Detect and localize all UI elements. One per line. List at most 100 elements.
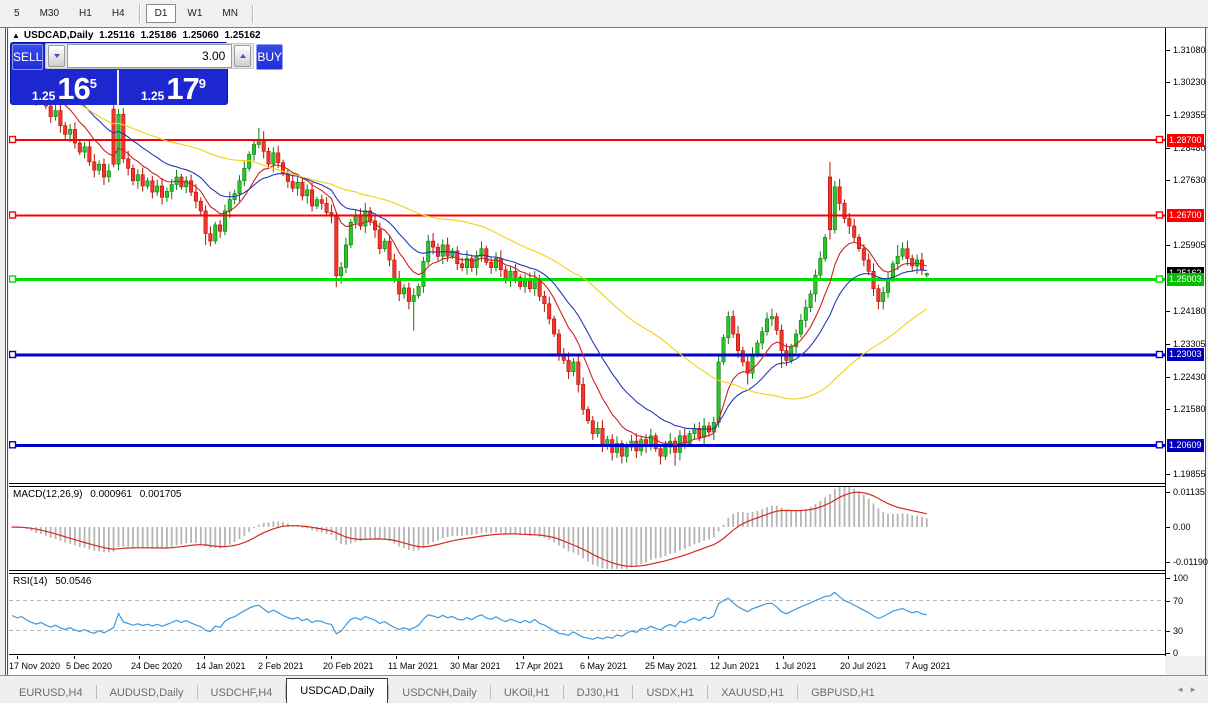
line-handle[interactable]	[9, 211, 17, 219]
timeframe-button-m30[interactable]: M30	[39, 8, 60, 19]
macd-histogram-bar	[403, 527, 405, 548]
macd-histogram-bar	[504, 527, 507, 534]
date-axis-label: 17 Apr 2021	[515, 661, 564, 671]
line-handle[interactable]	[1155, 275, 1164, 283]
candle-body	[518, 277, 523, 287]
tab-scroll-left-icon[interactable]: ◄	[1176, 685, 1190, 694]
line-handle[interactable]	[1155, 135, 1164, 144]
candle-body	[614, 443, 619, 453]
pane-separator[interactable]	[9, 486, 1165, 487]
macd-histogram-bar	[921, 516, 923, 527]
candle-body	[160, 185, 165, 198]
macd-histogram-bar	[103, 527, 105, 553]
tab-usdcnh-daily[interactable]: USDCNH,Daily	[402, 686, 477, 699]
macd-histogram-bar	[253, 527, 255, 528]
tab-usdx-h1[interactable]: USDX,H1	[646, 686, 695, 699]
buy-button[interactable]: BUY	[256, 44, 284, 70]
tab-xauusd-h1[interactable]: XAUUSD,H1	[721, 686, 785, 699]
macd-histogram-bar	[228, 527, 231, 545]
candle-body	[102, 163, 107, 178]
macd-histogram-bar	[214, 527, 217, 549]
sell-price-display[interactable]: 1.25 16 5	[12, 70, 119, 105]
macd-histogram-bar	[185, 527, 188, 544]
macd-histogram-bar	[708, 527, 710, 540]
candle-body	[910, 258, 915, 267]
horizontal-level-line[interactable]	[9, 278, 1165, 281]
timeframe-button-d1[interactable]: D1	[145, 4, 177, 23]
line-handle[interactable]	[9, 350, 17, 359]
line-handle[interactable]	[1155, 350, 1164, 359]
volume-decrease-button[interactable]	[48, 45, 66, 67]
macd-histogram-bar	[741, 511, 744, 527]
candle-body	[503, 269, 508, 280]
candle-body	[469, 258, 474, 268]
price-badge: 1.26700	[1167, 208, 1204, 222]
candle-body	[314, 199, 319, 207]
line-handle[interactable]	[9, 275, 17, 283]
chart-bottom-border	[9, 654, 1165, 655]
tab-usdchf-h4[interactable]: USDCHF,H4	[210, 686, 273, 699]
candle-body	[489, 262, 494, 268]
horizontal-level-line[interactable]	[9, 443, 1165, 447]
tab-separator	[285, 685, 287, 699]
horizontal-level-line[interactable]	[9, 353, 1165, 357]
tab-eurusd-h4[interactable]: EURUSD,H4	[19, 686, 83, 699]
macd-histogram-bar	[267, 522, 270, 527]
candle-body	[847, 218, 852, 227]
date-axis[interactable]: 17 Nov 2020 5 Dec 2020 24 Dec 2020 14 Jan 2…	[9, 656, 1165, 675]
pane-separator[interactable]	[9, 483, 1165, 484]
tab-usdcad-daily[interactable]: USDCAD,Daily	[286, 678, 389, 703]
ohlc-low: 1.25060	[182, 30, 219, 41]
line-handle[interactable]	[9, 441, 17, 449]
timeframe-button-h1[interactable]: H1	[79, 8, 92, 19]
tab-scroll-right-icon[interactable]: ►	[1189, 685, 1202, 694]
sell-button[interactable]: SELL	[12, 44, 44, 70]
macd-histogram-bar	[916, 515, 918, 527]
line-handle[interactable]	[9, 135, 17, 144]
macd-histogram-bar	[480, 527, 483, 533]
timeframe-button-mn[interactable]: MN	[222, 8, 238, 19]
ohlc-open: 1.25116	[99, 30, 135, 41]
buy-price-display[interactable]: 1.25 17 9	[121, 70, 226, 105]
macd-histogram-bar	[441, 527, 444, 539]
tab-scroll-arrows[interactable]: ◄►	[1176, 685, 1202, 694]
macd-axis-tick	[1166, 527, 1170, 528]
timeframe-button-5[interactable]: 5	[14, 8, 20, 19]
macd-histogram-bar	[766, 507, 768, 527]
macd-histogram-bar	[243, 527, 246, 536]
tab-dj30-h1[interactable]: DJ30,H1	[576, 686, 620, 699]
volume-control	[45, 43, 255, 69]
macd-histogram-bar	[800, 510, 802, 527]
candle-body	[876, 288, 881, 302]
timeframe-button-w1[interactable]: W1	[187, 8, 203, 19]
horizontal-level-line[interactable]	[9, 214, 1165, 217]
timeframe-button-h4[interactable]: H4	[111, 8, 125, 19]
macd-histogram-bar	[427, 527, 430, 545]
candle-body	[726, 316, 731, 339]
line-handle[interactable]	[1155, 441, 1164, 449]
candle-body	[852, 225, 857, 238]
price-chart-canvas[interactable]	[9, 28, 1165, 656]
macd-histogram-bar	[490, 527, 493, 533]
candle-body	[208, 233, 213, 242]
chart-symbol-label: USDCAD,Daily	[23, 30, 94, 41]
collapse-triangle-icon[interactable]: ▲	[12, 31, 20, 40]
tab-ukoil-h1[interactable]: UKOil,H1	[503, 686, 550, 699]
tab-audusd-daily[interactable]: AUDUSD,Daily	[109, 686, 184, 699]
pane-separator[interactable]	[9, 570, 1165, 571]
price-axis-label: 1.21580	[1173, 403, 1206, 414]
macd-histogram-bar	[195, 527, 197, 544]
volume-input[interactable]	[67, 44, 233, 68]
tab-gbpusd-h1[interactable]: GBPUSD,H1	[811, 686, 875, 699]
volume-increase-button[interactable]	[234, 45, 252, 67]
candle-body	[411, 295, 416, 302]
price-axis-label: 1.31080	[1173, 45, 1206, 56]
candle-body	[576, 361, 581, 385]
price-axis[interactable]: 1.31080 1.30230 1.29355 1.28480 1.27630 1.259…	[1166, 28, 1208, 658]
pane-separator[interactable]	[9, 573, 1165, 574]
macd-histogram-bar	[432, 527, 434, 542]
line-handle[interactable]	[1155, 211, 1164, 219]
macd-histogram-bar	[824, 497, 826, 527]
horizontal-level-line[interactable]	[9, 139, 1165, 141]
candle-body	[53, 110, 58, 117]
